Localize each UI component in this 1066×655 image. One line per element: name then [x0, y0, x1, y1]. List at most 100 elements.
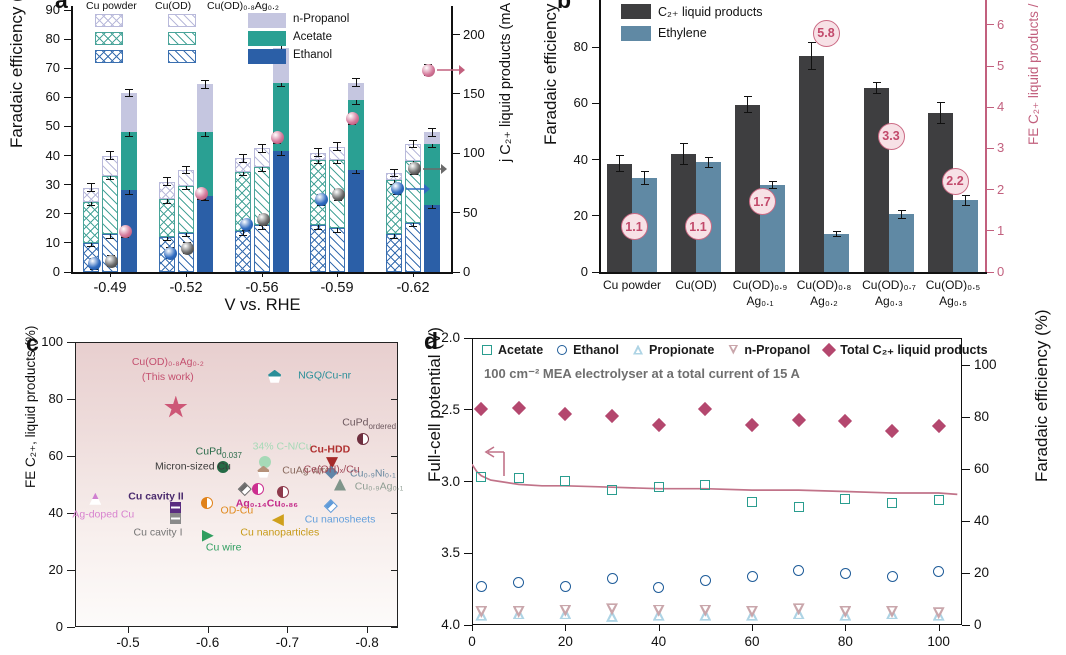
left-axis-arrow	[484, 446, 505, 476]
y-tick-right	[391, 626, 398, 628]
legend-item: n-Propanol	[728, 343, 810, 357]
point-label: Cu nanosheets	[305, 513, 376, 528]
bar-segment	[159, 181, 175, 200]
current-density-sphere	[180, 241, 194, 255]
square-open-marker	[933, 495, 944, 506]
panel-d: d Full-cell potential (V) Faradaic effic…	[420, 309, 1066, 655]
panel-a-x-axis-title: V vs. RHE	[224, 296, 301, 314]
y-tick	[464, 481, 472, 482]
triangle-inner	[655, 606, 662, 612]
y-tick-label: 90	[45, 2, 60, 17]
axis-pointer-arrow	[406, 183, 430, 194]
legend-product-label: Ethanol	[293, 49, 333, 61]
current-density-sphere	[345, 112, 359, 126]
bar-segment	[273, 151, 289, 272]
legend-label-ethylene: Ethylene	[658, 26, 707, 40]
y-tick-label: 20	[48, 562, 63, 577]
legend-item: Acetate	[482, 343, 543, 357]
bar-segment	[386, 234, 402, 272]
point-label: CuPd0.037	[196, 445, 242, 462]
y-tick	[592, 159, 599, 161]
point-label-subscript: 0.037	[221, 451, 242, 461]
point-label-line: Ag-doped Cu	[72, 508, 135, 521]
x-category-line2: Ag₀.₁	[746, 294, 774, 308]
ratio-badge: 1.7	[748, 188, 776, 216]
y2-tick	[962, 416, 970, 418]
y2-axis-spine	[985, 0, 987, 273]
square-open-marker	[560, 475, 571, 486]
triangle-inner	[609, 615, 615, 621]
error-bar	[163, 177, 171, 187]
mark	[747, 96, 748, 114]
x-tick-label: 0	[468, 634, 476, 649]
mark	[317, 221, 319, 230]
pentagon-marker	[257, 465, 270, 478]
current-density-sphere	[421, 63, 435, 77]
error-bar	[743, 96, 752, 114]
mark	[431, 200, 433, 210]
mark	[412, 218, 414, 227]
point-label-line: CuPd0.037	[195, 446, 242, 461]
ratio-badge: 1.1	[620, 213, 648, 241]
x-tick	[413, 272, 414, 277]
point-label: OD-Cu	[221, 503, 254, 518]
mark	[242, 167, 244, 176]
error-bar	[314, 148, 322, 157]
triangle-inner	[730, 345, 736, 351]
mark	[336, 142, 338, 152]
error-bar	[961, 194, 970, 206]
y-tick-label: 80	[48, 391, 63, 406]
circle-open-marker	[606, 572, 618, 584]
x-tick-label: -0.52	[169, 280, 203, 296]
circle-open-marker	[933, 566, 945, 578]
mark	[128, 186, 130, 195]
x-tick	[658, 625, 660, 631]
y2-tick	[986, 24, 994, 26]
mark	[683, 142, 684, 166]
bar-segment	[348, 100, 364, 171]
point-label: Ce(OH)ₓ/Cu	[304, 462, 360, 477]
circle-open-marker	[653, 581, 665, 593]
legend-label-c2: C₂₊ liquid products	[658, 5, 763, 19]
bar-segment	[405, 161, 421, 223]
axis-pointer-arrow	[437, 65, 465, 76]
mark	[280, 43, 282, 53]
y-tick-label: 3.0	[441, 473, 460, 489]
triangle-inner	[795, 604, 802, 611]
triangle-inner	[515, 607, 522, 613]
error-bar	[106, 151, 114, 160]
x-tick	[367, 627, 369, 633]
x-tick-label: -0.5	[116, 635, 140, 650]
error-bar	[897, 210, 906, 219]
legend: Acetate Ethanol Propionate n-Propanol Total …	[482, 342, 988, 357]
legend-label: Propionate	[649, 342, 715, 357]
y-tick	[592, 46, 599, 48]
y2-tick	[962, 520, 970, 522]
bar-segment	[254, 225, 270, 272]
bar-segment	[254, 167, 270, 226]
point-label-line: Ce(OH)ₓ/Cu	[303, 463, 360, 476]
mark	[431, 139, 433, 149]
mark	[109, 229, 111, 239]
y2-tick-label: 0	[997, 264, 1005, 279]
y-tick-label: 2.0	[441, 330, 460, 345]
y-tick	[64, 38, 71, 40]
x-tick-label: -0.8	[355, 635, 379, 650]
circle-open-marker	[513, 576, 525, 588]
mark	[261, 162, 263, 172]
bar-segment	[310, 159, 326, 226]
point-label-line: Cu cavity I	[133, 526, 183, 539]
square-marker	[169, 513, 181, 525]
x-tick-label: 60	[744, 634, 760, 649]
error-bar	[87, 183, 95, 192]
point-label-line: Micron-sized Cu	[155, 460, 231, 473]
panel-a-plot: 0 10 20 30 40 50 60 70 80 90 0 50 100 150 200 -0.49 -0.5…	[0, 0, 533, 330]
y-tick-right	[391, 569, 398, 571]
y2-tick	[452, 34, 460, 36]
y-axis-spine	[71, 6, 73, 273]
bar-segment	[121, 132, 137, 191]
y-tick-label: 60	[573, 95, 588, 111]
y-tick	[64, 155, 71, 157]
bar-segment	[159, 199, 175, 238]
